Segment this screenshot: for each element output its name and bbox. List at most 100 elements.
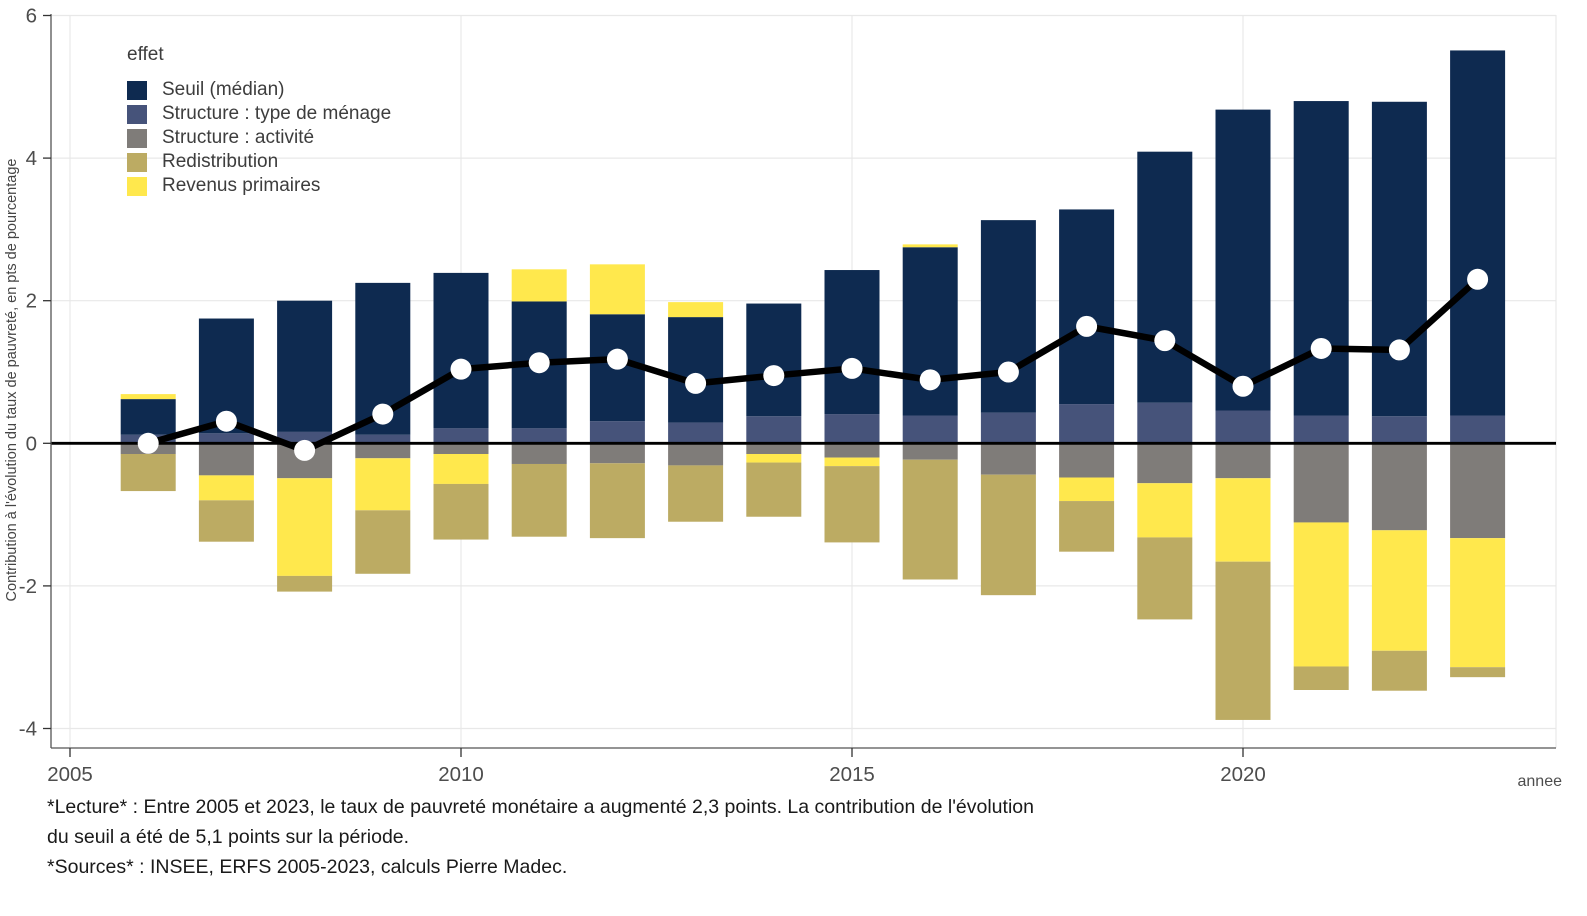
legend-label: Structure : type de ménage xyxy=(162,103,392,124)
bar-segment-seuil xyxy=(1215,109,1271,411)
bar-segment-menage xyxy=(1371,416,1427,444)
legend-label: Structure : activité xyxy=(162,127,315,148)
legend-label: Redistribution xyxy=(162,151,279,172)
line-point xyxy=(1310,337,1332,359)
bar-segment-revenus xyxy=(589,264,645,315)
bar-segment-activite xyxy=(1137,443,1193,484)
line-point xyxy=(372,403,394,425)
line-point xyxy=(1388,339,1410,361)
bar-segment-redist xyxy=(1450,667,1506,678)
bar-segment-activite xyxy=(355,443,411,459)
line-point xyxy=(215,410,237,432)
bar-segment-seuil xyxy=(1371,101,1427,417)
bar-segment-revenus xyxy=(120,394,176,400)
bar-segment-menage xyxy=(980,412,1036,444)
bar-segment-redist xyxy=(1293,666,1349,690)
line-point xyxy=(841,357,863,379)
line-point xyxy=(685,372,707,394)
bar-segment-redist xyxy=(511,463,567,537)
bar-segment-revenus xyxy=(1293,522,1349,667)
legend-swatch-icon xyxy=(127,176,147,196)
bar-segment-seuil xyxy=(746,303,802,417)
bar-segment-redist xyxy=(746,462,802,517)
bar-segment-activite xyxy=(668,443,724,466)
line-point xyxy=(450,358,472,380)
bar-segment-activite xyxy=(589,443,645,464)
bar-segment-seuil xyxy=(433,272,489,429)
line-point xyxy=(137,432,159,454)
bar-segment-revenus xyxy=(1450,538,1506,668)
bar-segment-redist xyxy=(980,474,1036,596)
caption: *Lecture* : Entre 2005 et 2023, le taux … xyxy=(47,792,1034,882)
line-point xyxy=(1076,315,1098,337)
bar-segment-redist xyxy=(589,463,645,539)
bar-segment-revenus xyxy=(746,453,802,463)
bar-segment-redist xyxy=(198,500,254,542)
line-point xyxy=(919,369,941,391)
y-tick-label: 0 xyxy=(26,432,37,455)
legend-swatch-icon xyxy=(127,104,147,124)
line-point xyxy=(294,439,316,461)
bar-segment-activite xyxy=(1371,443,1427,531)
legend-item-redist: Redistribution xyxy=(127,150,391,174)
bar-segment-menage xyxy=(902,415,958,444)
bar-segment-seuil xyxy=(668,317,724,423)
line-point xyxy=(1232,375,1254,397)
bar-segment-menage xyxy=(511,428,567,444)
bar-segment-menage xyxy=(589,421,645,444)
legend: effet Seuil (médian) Structure : type de … xyxy=(127,44,391,198)
legend-label: Seuil (médian) xyxy=(162,79,285,100)
bar-segment-activite xyxy=(1059,443,1115,478)
bar-segment-menage xyxy=(1293,415,1349,444)
bar-segment-menage xyxy=(824,414,880,444)
bar-segment-redist xyxy=(120,453,176,492)
bar-segment-revenus xyxy=(433,453,489,484)
legend-item-menage: Structure : type de ménage xyxy=(127,102,391,126)
bar-segment-redist xyxy=(902,459,958,580)
line-point xyxy=(1467,268,1489,290)
bar-segment-menage xyxy=(277,431,333,444)
line-point xyxy=(1154,330,1176,352)
bar-segment-seuil xyxy=(120,399,176,435)
bar-segment-activite xyxy=(1450,443,1506,539)
y-tick-label: -2 xyxy=(19,575,37,598)
bar-segment-redist xyxy=(1059,501,1115,552)
y-axis-title: Contribution à l'évolution du taux de pa… xyxy=(4,159,20,602)
caption-lecture-line1: *Lecture* : Entre 2005 et 2023, le taux … xyxy=(47,796,1034,818)
bar-segment-activite xyxy=(198,443,254,476)
bar-segment-seuil xyxy=(1059,209,1115,405)
legend-item-activite: Structure : activité xyxy=(127,126,391,150)
bar-segment-menage xyxy=(1137,402,1193,444)
bar-segment-revenus xyxy=(1215,478,1271,562)
bar-segment-menage xyxy=(1450,415,1506,444)
bar-segment-seuil xyxy=(824,270,880,415)
bar-segment-revenus xyxy=(277,478,333,576)
bar-segment-seuil xyxy=(980,220,1036,413)
bar-segment-redist xyxy=(668,465,724,522)
bar-segment-revenus xyxy=(355,458,411,511)
legend-items: Seuil (médian) Structure : type de ménage… xyxy=(127,78,391,198)
bar-segment-revenus xyxy=(1137,483,1193,538)
bar-segment-menage xyxy=(1215,410,1271,444)
bar-segment-redist xyxy=(433,483,489,540)
y-tick-label: -4 xyxy=(19,718,37,741)
legend-item-revenus: Revenus primaires xyxy=(127,174,391,198)
legend-title: effet xyxy=(127,44,164,65)
bar-segment-menage xyxy=(746,416,802,444)
line-point xyxy=(606,348,628,370)
bar-segment-revenus xyxy=(198,475,254,501)
bar-segment-seuil xyxy=(1137,151,1193,403)
legend-swatch-icon xyxy=(127,80,147,100)
bar-segment-activite xyxy=(511,443,567,464)
legend-swatch-icon xyxy=(127,128,147,148)
bar-segment-menage xyxy=(355,434,411,444)
x-axis-title: annee xyxy=(1518,773,1563,790)
bar-segment-revenus xyxy=(668,302,724,318)
caption-lecture-line2: du seuil a été de 5,1 points sur la péri… xyxy=(47,826,410,848)
bar-segment-menage xyxy=(668,422,724,444)
line-point xyxy=(997,361,1019,383)
bar-segment-activite xyxy=(824,443,880,458)
caption-sources: *Sources* : INSEE, ERFS 2005-2023, calcu… xyxy=(47,856,568,878)
bar-segment-revenus xyxy=(902,244,958,248)
